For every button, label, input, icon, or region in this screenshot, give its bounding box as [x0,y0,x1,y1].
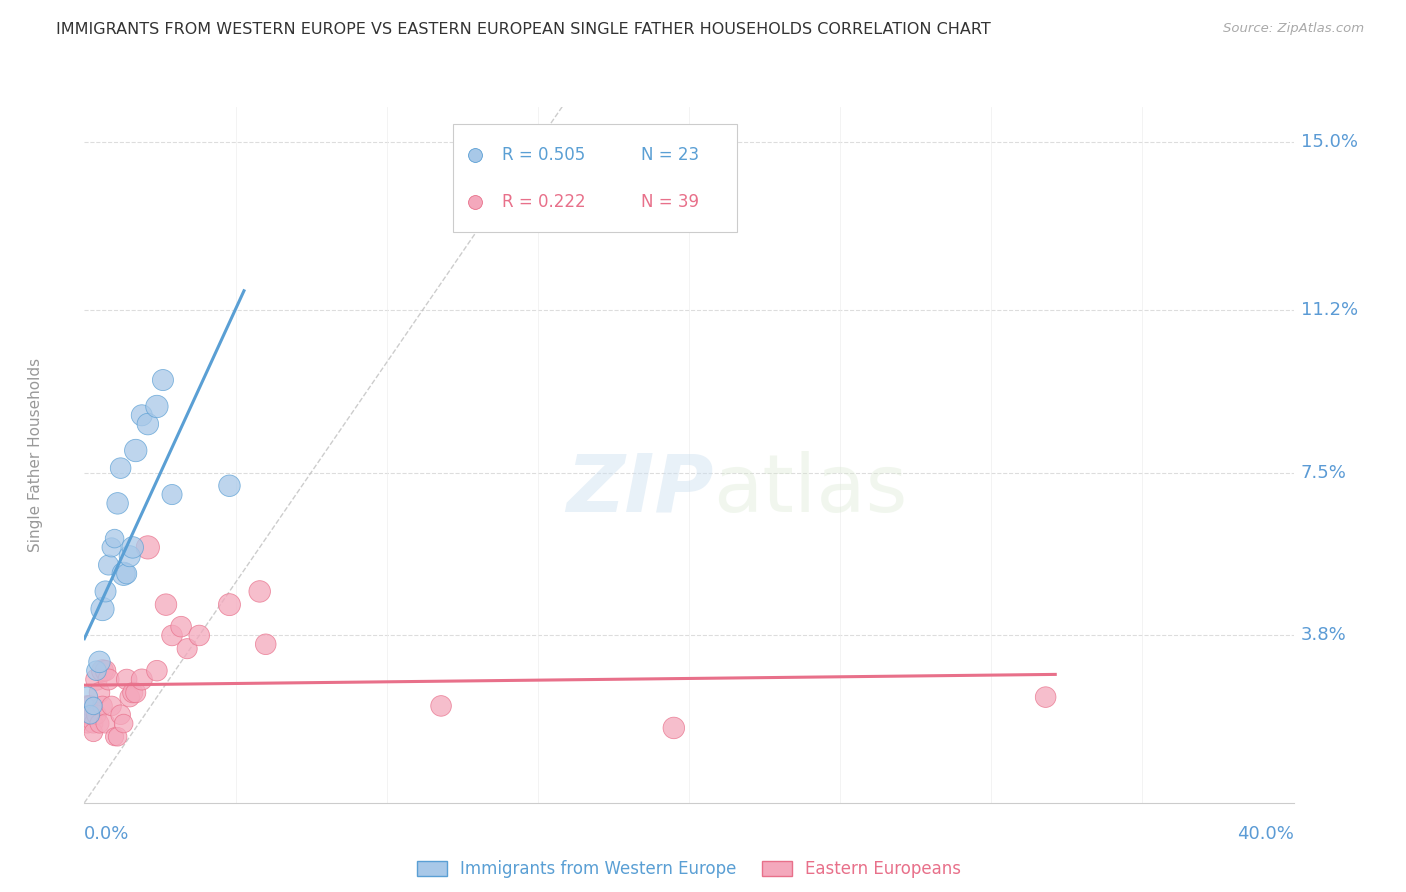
Point [91,698,114,713]
Point [131,409,153,423]
Point [94,664,117,678]
Text: 15.0%: 15.0% [1301,133,1358,152]
Point [100,541,122,555]
Point [100,698,122,713]
Text: 40.0%: 40.0% [1237,825,1294,843]
Point [112,566,135,581]
Point [115,673,138,687]
Text: IMMIGRANTS FROM WESTERN EUROPE VS EASTERN EUROPEAN SINGLE FATHER HOUSEHOLDS CORR: IMMIGRANTS FROM WESTERN EUROPE VS EASTER… [56,22,991,37]
Point [97,673,120,687]
Point [79,707,101,722]
Point [107,730,129,744]
Point [254,637,277,651]
Point [86,673,108,687]
Point [91,664,114,678]
Point [430,698,453,713]
Point [125,686,148,700]
Point [79,698,101,713]
Point [76,707,98,722]
Point [160,628,183,642]
Point [112,716,135,731]
Point [131,673,153,687]
Point [125,443,148,458]
Text: Single Father Households: Single Father Households [28,358,42,552]
Text: Source: ZipAtlas.com: Source: ZipAtlas.com [1223,22,1364,36]
Point [118,690,141,705]
Text: atlas: atlas [713,450,907,529]
Point [97,558,120,572]
Point [1035,690,1057,705]
Point [152,373,174,387]
Point [121,686,143,700]
Text: R = 0.222: R = 0.222 [502,193,585,211]
Point [86,707,108,722]
Point [146,400,169,414]
Point [76,698,98,713]
Point [82,716,104,731]
Point [176,641,198,656]
Point [218,598,240,612]
Point [118,549,141,564]
Point [107,496,129,510]
Point [89,716,111,731]
Point [136,541,159,555]
Text: ZIP: ZIP [565,450,713,529]
Point [249,584,271,599]
Point [79,707,101,722]
Point [86,664,108,678]
Point [110,707,132,722]
Text: 11.2%: 11.2% [1301,301,1358,318]
Text: N = 39: N = 39 [641,193,699,211]
Point [89,686,111,700]
Point [94,584,117,599]
Point [146,664,169,678]
Point [104,730,127,744]
Point [136,417,159,431]
Point [82,698,104,713]
Text: 0.0%: 0.0% [84,825,129,843]
Text: R = 0.505: R = 0.505 [502,145,585,163]
Point [188,628,211,642]
Point [76,716,98,731]
Text: N = 23: N = 23 [641,145,699,163]
Point [160,487,183,501]
FancyBboxPatch shape [453,124,737,232]
Point [104,532,127,546]
Legend: Immigrants from Western Europe, Eastern Europeans: Immigrants from Western Europe, Eastern … [411,854,967,885]
Point [170,620,193,634]
Text: 7.5%: 7.5% [1301,464,1347,482]
Point [89,655,111,669]
Point [94,716,117,731]
Point [121,541,143,555]
Point [155,598,177,612]
Point [115,566,138,581]
Point [82,725,104,739]
Point [91,602,114,616]
Point [76,690,98,705]
Point [110,461,132,475]
Point [218,479,240,493]
Text: 3.8%: 3.8% [1301,626,1347,644]
Point [662,721,685,735]
